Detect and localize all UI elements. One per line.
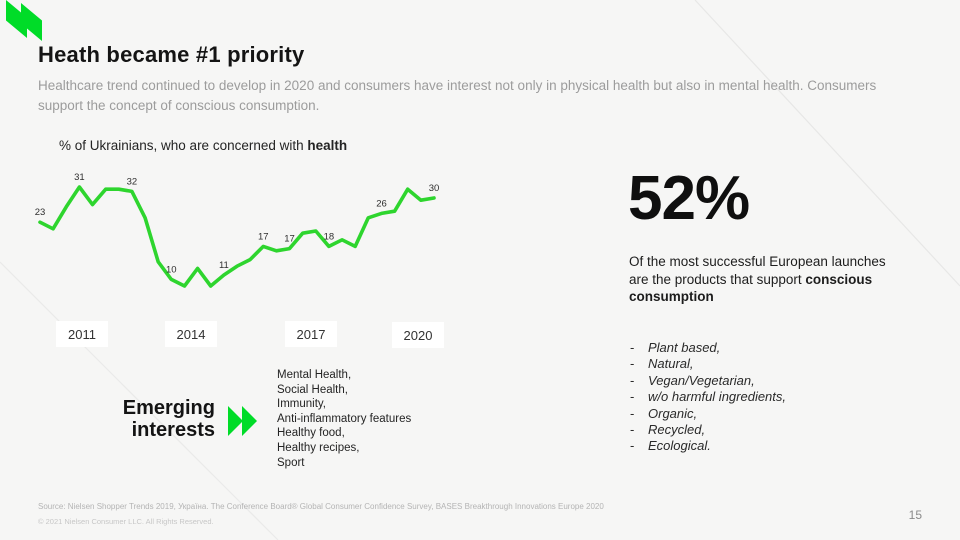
page-title: Heath became #1 priority: [38, 42, 305, 67]
list-item: Immunity,: [277, 398, 326, 411]
list-item: Sport: [277, 456, 305, 469]
subtitle-text: Healthcare trend continued to develop in…: [38, 78, 877, 113]
callout-text-bold: conscious consumption: [629, 271, 873, 305]
list-item: - w/o harmful ingredients,: [630, 389, 787, 405]
data-point-label: 11: [219, 260, 229, 271]
list-item: - Plant based,: [630, 340, 721, 355]
dash-marker: -: [630, 356, 635, 372]
x-axis-label-2014: 2014: [165, 321, 217, 347]
chart-title-prefix: % of Ukrainians, who are concerned with: [59, 138, 308, 153]
chart-title-bold: health: [307, 138, 348, 153]
product-attributes-list: - Plant based, - Natural, - Vegan/Vegetaria…: [630, 340, 786, 455]
dash-marker: -: [630, 372, 635, 388]
footer-copyright: © 2021 Nielsen Consumer LLC. All Rights …: [38, 517, 214, 526]
nielsen-logo: [6, 0, 46, 41]
chevron-right-icon: [242, 406, 257, 436]
emerging-interests-list: Mental Health, Social Health, Immunity, …: [277, 368, 411, 470]
data-point-label: 31: [74, 172, 85, 183]
data-point-label: 17: [284, 234, 295, 245]
x-axis-label-2011: 2011: [56, 321, 108, 347]
data-point-label: 26: [376, 198, 387, 209]
x-axis-label-2017: 2017: [285, 321, 337, 347]
data-point-label: 10: [166, 264, 177, 275]
dash-marker: -: [630, 438, 635, 454]
data-point-label: 23: [35, 207, 46, 218]
trend-line: [38, 185, 436, 288]
list-item: - Organic,: [630, 405, 698, 421]
page-number: 15: [908, 508, 922, 522]
chart-title: % of Ukrainians, who are concerned with …: [59, 138, 347, 153]
x-axis-label-2020: 2020: [392, 322, 444, 348]
list-item: Mental Health,: [277, 369, 352, 381]
dash-marker: -: [630, 405, 635, 421]
list-item: Social Health,: [277, 383, 348, 396]
callout-text: Of the most successful European launches…: [629, 253, 887, 306]
diagonal-line-right: [694, 0, 960, 287]
dash-marker: -: [630, 422, 635, 438]
list-item: Healthy food,: [277, 427, 345, 440]
list-item: - Natural,: [630, 356, 694, 372]
footer-source: Source: Nielsen Shopper Trends 2019, Укр…: [38, 502, 604, 511]
fast-forward-icon: [228, 406, 260, 436]
callout-text-prefix: Of the most successful European launches…: [629, 254, 886, 287]
list-item: - Recycled,: [630, 422, 706, 438]
chevron-right-icon: [228, 406, 243, 436]
data-point-label: 32: [127, 176, 138, 187]
data-point-label: 18: [324, 231, 335, 242]
list-item: Anti-inflammatory features: [277, 412, 412, 425]
list-item: - Vegan/Vegetarian,: [630, 372, 755, 388]
stat-percentage: 52%: [628, 164, 750, 233]
health-concern-line-chart: 23 31 32 10 11 17 17 18 26 30: [35, 172, 440, 288]
emerging-interests-heading: Emerging interests: [40, 397, 215, 441]
data-point-label: 30: [429, 183, 440, 194]
dash-marker: -: [630, 340, 635, 355]
list-item: Healthy recipes,: [277, 441, 360, 454]
emerging-heading-line1: Emerging: [122, 397, 215, 419]
data-point-label: 17: [258, 231, 269, 242]
list-item: - Ecological.: [630, 438, 711, 454]
emerging-heading-line2: interests: [131, 419, 215, 441]
dash-marker: -: [630, 389, 635, 405]
